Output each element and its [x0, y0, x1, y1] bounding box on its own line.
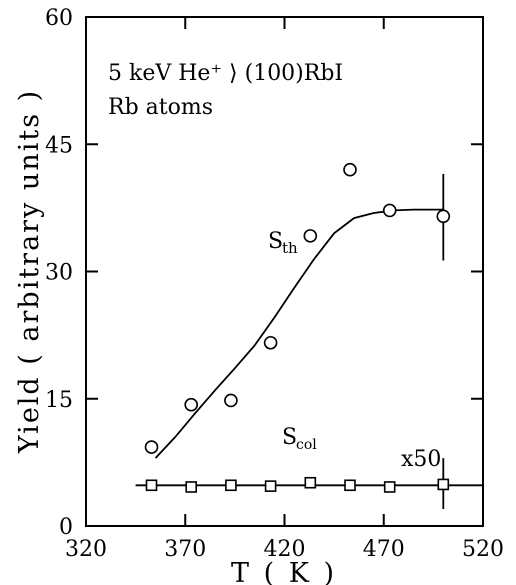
scol-data-point — [304, 476, 317, 489]
x-tick-label: 370 — [164, 537, 206, 562]
annotation-species: Rb atoms — [108, 95, 213, 120]
label-s-col: S col — [282, 425, 317, 453]
sth-data-point — [382, 203, 397, 218]
axis-ticks: 320 370 420 470 520 0 15 30 45 60 — [45, 6, 504, 562]
sth-data-point — [224, 393, 238, 408]
sth-data-point — [184, 397, 199, 412]
y-tick-label: 45 — [45, 133, 73, 158]
scol-data-point — [185, 481, 198, 493]
svg-text:th: th — [282, 239, 298, 257]
label-s-th: S th — [268, 229, 298, 257]
label-x50: x50 — [401, 447, 441, 472]
y-tick-label: 60 — [45, 6, 73, 31]
scol-data-point — [264, 480, 277, 492]
svg-text:S: S — [282, 425, 297, 450]
sth-data-point — [144, 440, 159, 454]
x-tick-label: 520 — [462, 537, 504, 562]
annotation-reaction: 5 keV He⁺ ⟩ (100)RbI — [108, 61, 343, 86]
scol-data-point — [225, 479, 237, 492]
y-axis-label: Yield ( arbitrary units ) — [14, 89, 45, 454]
y-tick-label: 15 — [45, 388, 73, 413]
scol-data-point — [383, 481, 396, 493]
sth-data-point — [436, 209, 451, 224]
svg-text:col: col — [296, 437, 317, 453]
svg-text:S: S — [268, 229, 283, 254]
sth-data-point — [343, 162, 357, 177]
scol-data-point — [145, 479, 158, 492]
x-axis-label: T ( K ) — [231, 558, 337, 585]
sth-data-point — [263, 335, 278, 350]
fit-curve-sth — [154, 208, 444, 459]
x-tick-label: 320 — [65, 537, 107, 562]
x-tick-label: 420 — [264, 537, 306, 562]
x-tick-label: 470 — [363, 537, 405, 562]
scol-data-point — [437, 478, 450, 491]
sth-data-point — [303, 229, 318, 243]
data-points — [144, 162, 451, 493]
scol-data-point — [344, 479, 356, 492]
y-tick-label: 0 — [59, 515, 73, 540]
y-tick-label: 30 — [45, 261, 73, 286]
